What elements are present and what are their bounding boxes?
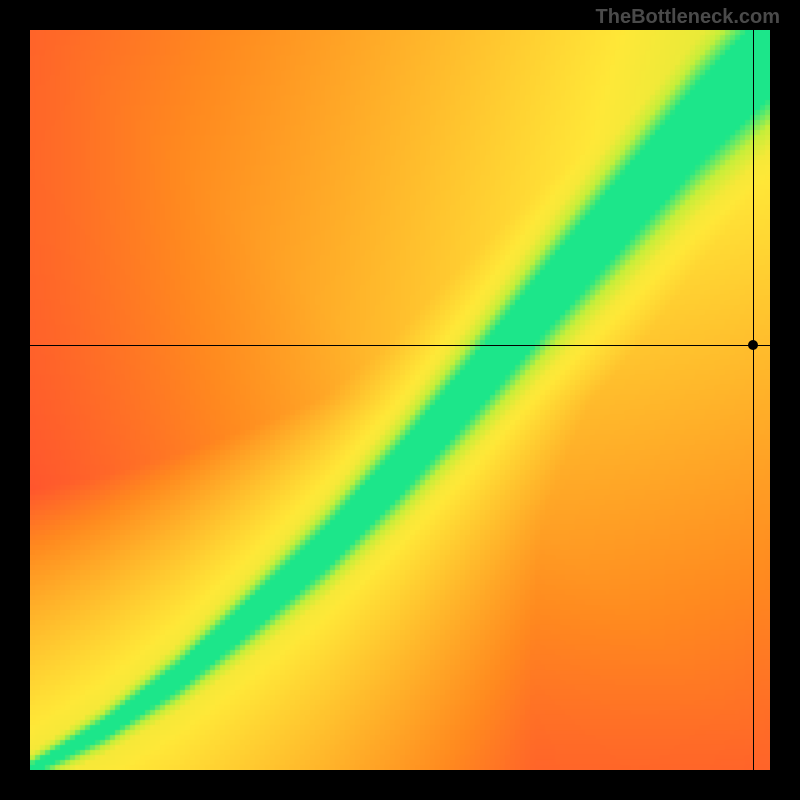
watermark-text: TheBottleneck.com <box>596 6 780 29</box>
crosshair-marker <box>748 340 758 350</box>
crosshair-horizontal <box>30 345 770 346</box>
heatmap-canvas <box>30 30 770 770</box>
crosshair-vertical <box>753 30 754 770</box>
heatmap-plot <box>30 30 770 770</box>
